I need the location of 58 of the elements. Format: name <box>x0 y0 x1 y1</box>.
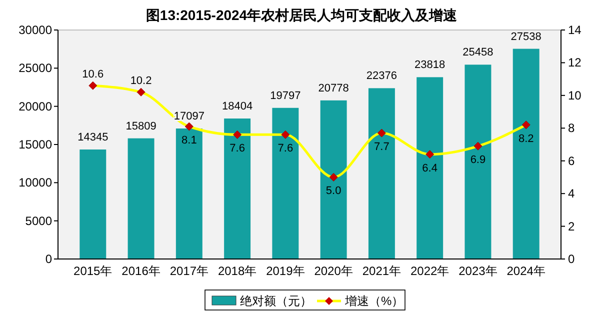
y-tick-label: 30000 <box>18 23 52 37</box>
y2-tick-label: 6 <box>568 154 575 168</box>
data-label: 8.2 <box>518 132 534 145</box>
bar <box>416 77 444 259</box>
data-label: 6.4 <box>422 162 438 174</box>
bar <box>80 150 106 259</box>
y2-tick-label: 10 <box>568 88 582 102</box>
bar <box>128 138 154 259</box>
data-label: 27538 <box>510 30 542 43</box>
x-tick-label: 2024年 <box>506 264 546 278</box>
bar <box>272 108 299 259</box>
legend-label: 增速（%） <box>344 294 404 308</box>
y2-tick-label: 2 <box>568 219 575 234</box>
chart-title: 图13:2015-2024年农村居民人均可支配收入及增速 <box>146 7 458 23</box>
data-label: 20778 <box>318 82 349 94</box>
y-tick-label: 25000 <box>18 61 52 76</box>
data-label: 22376 <box>366 70 397 82</box>
y-tick-label: 20000 <box>18 99 52 114</box>
x-tick-label: 2019年 <box>266 264 305 278</box>
bar <box>512 48 540 259</box>
y-tick-label: 0 <box>45 252 52 266</box>
x-tick-label: 2016年 <box>122 264 160 278</box>
y2-tick-label: 0 <box>568 252 575 266</box>
y-tick-label: 5000 <box>25 214 52 228</box>
legend-label: 绝对额（元） <box>240 294 312 308</box>
data-label: 17097 <box>174 110 204 122</box>
y2-tick-label: 4 <box>568 186 575 201</box>
y2-tick-label: 12 <box>568 56 582 70</box>
bar <box>224 118 251 259</box>
y2-tick-label: 14 <box>568 23 582 37</box>
data-label: 10.2 <box>130 75 152 88</box>
x-tick-label: 2018年 <box>218 264 257 278</box>
data-label: 19797 <box>270 90 301 102</box>
data-label: 7.7 <box>374 141 390 154</box>
y-tick-label: 10000 <box>18 176 52 190</box>
data-label: 6.9 <box>470 154 486 166</box>
data-label: 5.0 <box>326 185 342 198</box>
bar <box>320 100 347 259</box>
data-label: 15809 <box>126 120 156 132</box>
data-label: 14345 <box>78 132 108 144</box>
x-tick-label: 2022年 <box>410 264 450 278</box>
x-tick-label: 2017年 <box>170 264 209 278</box>
bar <box>464 64 492 259</box>
data-label: 25458 <box>462 46 494 59</box>
x-tick-label: 2015年 <box>74 264 112 278</box>
data-label: 23818 <box>414 59 446 72</box>
data-label: 7.6 <box>278 142 294 155</box>
bar <box>176 128 202 259</box>
data-label: 8.1 <box>182 134 197 147</box>
x-tick-label: 2023年 <box>458 264 498 278</box>
bar <box>368 88 395 259</box>
x-tick-label: 2020年 <box>314 264 353 278</box>
data-label: 7.6 <box>230 142 245 155</box>
y-tick-label: 15000 <box>18 138 52 152</box>
data-label: 10.6 <box>82 68 104 81</box>
data-label: 18404 <box>222 100 253 113</box>
x-tick-label: 2021年 <box>362 264 402 278</box>
y2-tick-label: 8 <box>568 121 575 136</box>
